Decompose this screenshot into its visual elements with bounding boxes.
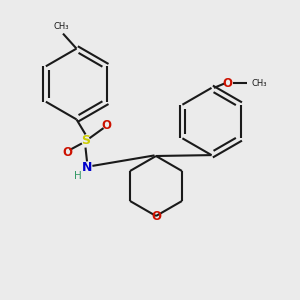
Text: CH₃: CH₃ (252, 79, 267, 88)
Text: O: O (223, 77, 233, 90)
Text: H: H (74, 171, 81, 181)
Text: O: O (101, 119, 111, 132)
Text: O: O (151, 209, 161, 223)
Text: CH₃: CH₃ (53, 22, 69, 31)
Text: S: S (81, 134, 90, 148)
Text: O: O (62, 146, 73, 159)
Text: N: N (82, 161, 92, 174)
